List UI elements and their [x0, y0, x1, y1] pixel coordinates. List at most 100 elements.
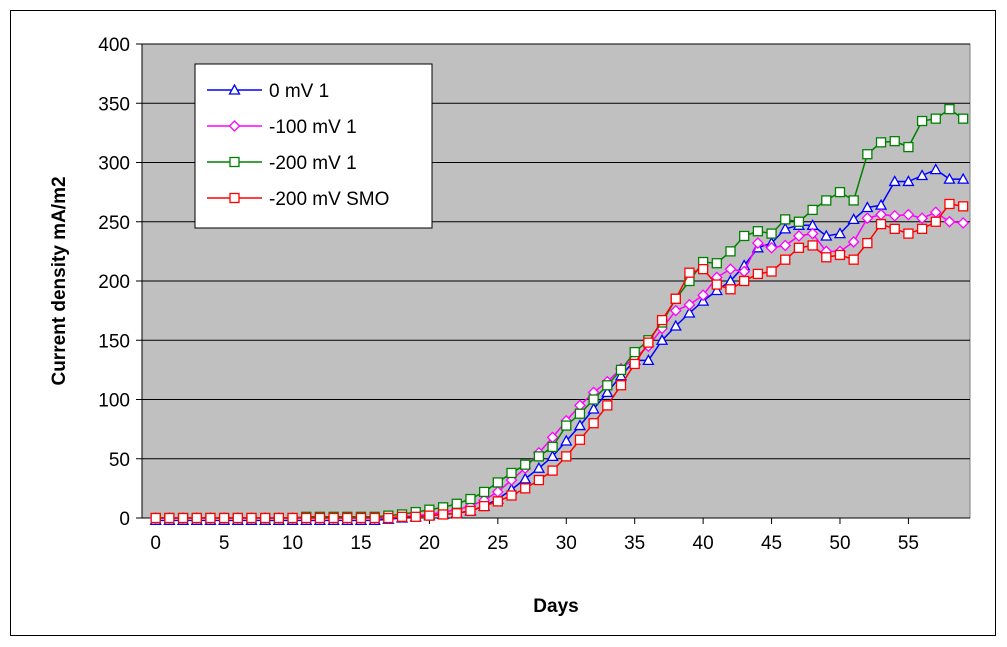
x-tick-labels: 0 5 10 15 20 25 30 35 40 45 50 55 — [150, 533, 919, 554]
data-point — [847, 213, 860, 225]
data-point — [492, 496, 503, 507]
data-point — [437, 509, 449, 520]
data-point — [711, 279, 722, 290]
y-tick-label: 400 — [98, 35, 130, 56]
data-point — [930, 113, 941, 124]
data-point — [766, 266, 777, 277]
data-point — [916, 223, 928, 235]
data-point — [228, 120, 241, 132]
data-point — [847, 235, 860, 248]
data-point — [820, 229, 833, 241]
x-tick-label: 15 — [350, 533, 371, 554]
data-point — [342, 512, 353, 524]
data-point — [725, 246, 736, 257]
x-tick-label: 50 — [829, 533, 850, 554]
data-point — [655, 333, 669, 345]
y-tick-label: 300 — [98, 154, 130, 175]
y-axis-title: Current density mA/m2 — [49, 176, 70, 385]
x-tick-label: 20 — [419, 533, 440, 554]
data-point — [369, 512, 380, 524]
data-point — [573, 419, 587, 431]
data-point — [861, 201, 874, 213]
data-point — [478, 500, 490, 512]
x-tick-label: 45 — [761, 533, 782, 554]
data-point — [465, 505, 476, 517]
data-point — [861, 212, 874, 225]
data-point — [793, 242, 805, 253]
data-point — [833, 227, 847, 239]
data-point — [328, 512, 339, 524]
x-tick-label: 40 — [693, 533, 714, 554]
y-tick-label: 0 — [119, 509, 130, 530]
data-point — [614, 369, 628, 381]
data-point — [752, 226, 764, 237]
data-point — [670, 293, 681, 304]
data-point — [547, 441, 558, 453]
data-point — [834, 186, 846, 198]
data-point — [150, 512, 161, 524]
legend-entry: -100 mV 1 — [207, 117, 357, 138]
data-point — [533, 451, 545, 462]
y-tick-label: 150 — [98, 331, 130, 352]
y-tick-label: 350 — [98, 94, 130, 115]
legend-entry: 0 mV 1 — [207, 81, 329, 102]
data-point — [218, 512, 230, 524]
data-point — [875, 218, 887, 230]
data-point — [228, 83, 241, 95]
data-point — [725, 284, 736, 295]
y-tick-label: 50 — [109, 450, 130, 471]
data-point — [944, 198, 955, 210]
data-point — [821, 195, 832, 206]
data-point — [862, 149, 873, 160]
data-point — [834, 249, 846, 261]
data-point — [793, 216, 805, 227]
data-point — [888, 209, 901, 222]
data-point — [532, 461, 545, 473]
data-point — [615, 364, 627, 376]
data-point — [465, 493, 476, 505]
data-point — [383, 512, 394, 524]
data-point — [588, 394, 599, 405]
y-tick-label: 250 — [98, 213, 130, 234]
x-tick-label: 25 — [487, 533, 508, 554]
data-point — [902, 175, 915, 187]
data-point — [561, 420, 572, 431]
x-tick-label: 10 — [282, 533, 303, 554]
data-point — [957, 217, 970, 229]
data-point — [629, 358, 640, 370]
data-point — [492, 477, 503, 488]
data-point — [177, 512, 189, 524]
data-point — [424, 510, 435, 521]
data-point — [451, 508, 462, 519]
data-point — [301, 512, 312, 524]
legend-label: -200 mV SMO — [269, 189, 389, 210]
data-point — [314, 512, 326, 524]
data-point — [903, 228, 914, 239]
data-point — [752, 268, 764, 280]
data-point — [561, 451, 572, 462]
data-point — [848, 254, 859, 265]
data-point — [669, 304, 682, 317]
data-point — [724, 263, 737, 276]
data-point — [229, 156, 240, 168]
data-point — [396, 511, 408, 522]
legend-entry: -200 mV 1 — [207, 153, 357, 174]
y-tick-label: 200 — [98, 272, 130, 293]
data-point — [684, 267, 695, 278]
x-tick-label: 0 — [150, 533, 161, 554]
data-point — [506, 490, 517, 501]
data-point — [930, 216, 941, 227]
data-point — [519, 472, 532, 484]
data-point — [944, 104, 955, 115]
data-point — [478, 486, 490, 498]
data-point — [943, 172, 956, 184]
data-point — [191, 512, 202, 524]
data-point — [533, 474, 545, 486]
data-point — [780, 214, 791, 225]
data-point — [765, 241, 778, 254]
data-point — [915, 169, 929, 181]
data-point — [355, 512, 367, 524]
data-point — [780, 254, 791, 265]
data-point — [779, 239, 792, 252]
